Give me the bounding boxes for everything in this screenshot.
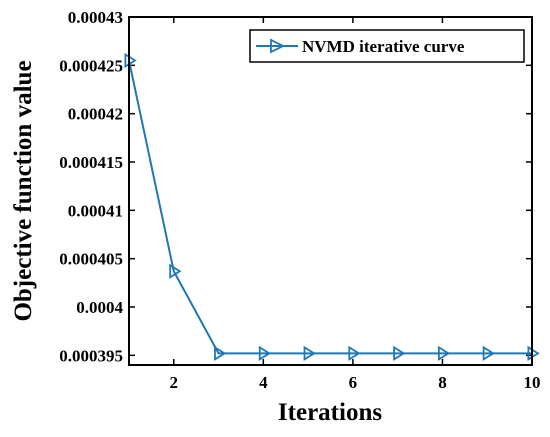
plot-frame xyxy=(128,16,533,366)
data-point-marker xyxy=(124,52,137,69)
x-tick-label: 10 xyxy=(524,373,541,392)
data-point-marker xyxy=(169,263,182,279)
data-point-marker xyxy=(482,345,495,362)
x-tick-label: 2 xyxy=(170,373,179,392)
plot-background xyxy=(129,17,532,365)
data-point-marker xyxy=(393,345,406,362)
y-tick-label: 0.0004 xyxy=(76,298,123,317)
legend-marker-swatch xyxy=(270,38,286,54)
legend: NVMD iterative curve xyxy=(249,29,525,63)
data-point-marker xyxy=(348,345,361,362)
data-point-marker xyxy=(258,345,272,362)
y-tick-label: 0.000425 xyxy=(59,56,123,75)
legend-label: NVMD iterative curve xyxy=(302,37,465,56)
y-tick-label: 0.00043 xyxy=(68,8,123,27)
y-axis: 0.000395 0.0004 0.000405 0.00041 0.000415 0.0… xyxy=(59,8,532,365)
x-tick-label: 4 xyxy=(259,373,268,392)
y-axis-title: Objective function value xyxy=(10,60,37,321)
data-point-marker xyxy=(527,345,540,362)
data-point-marker xyxy=(303,345,316,362)
x-tick-label: 8 xyxy=(438,373,447,392)
data-point-marker xyxy=(214,345,227,362)
x-axis-title: Iterations xyxy=(278,399,382,426)
y-tick-label: 0.000415 xyxy=(59,153,123,172)
y-tick-label: 0.000395 xyxy=(59,346,123,365)
y-tick-label: 0.000405 xyxy=(59,250,123,269)
data-point-marker xyxy=(437,345,451,362)
y-tick-label: 0.00042 xyxy=(68,105,123,124)
x-tick-label: 6 xyxy=(349,373,358,392)
series-line xyxy=(128,60,532,355)
y-tick-label: 0.00041 xyxy=(68,201,123,220)
legend-box xyxy=(249,29,525,63)
series-layer xyxy=(124,52,540,362)
